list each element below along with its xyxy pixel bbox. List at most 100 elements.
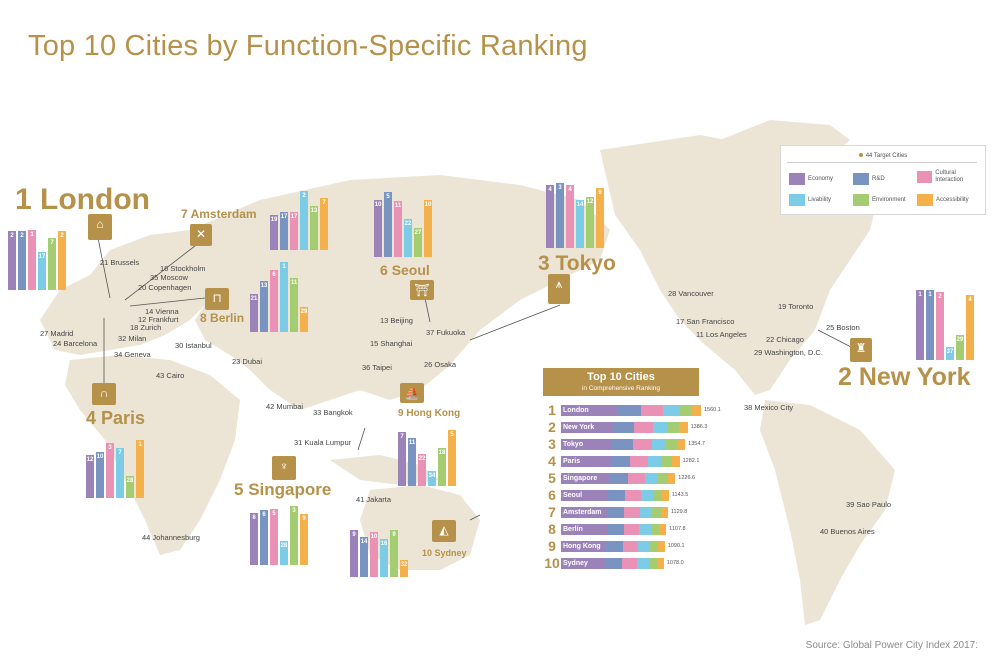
- bar-cultural: 1: [28, 230, 36, 290]
- city-label: 29 Washington, D.C.: [754, 348, 823, 357]
- ranking-bar-cultural: [623, 523, 639, 535]
- ranking-number: 7: [548, 504, 556, 520]
- bar-livability: 28: [280, 541, 288, 565]
- ranking-score: 1386.3: [690, 424, 708, 430]
- bar-cultural: 4: [566, 184, 574, 248]
- bar-rank-label: 10: [96, 453, 104, 460]
- ranking-bar-environment: [649, 540, 659, 552]
- bar-environment: 28: [126, 475, 134, 498]
- bar-rank-label: 19: [270, 216, 278, 223]
- city-heading-sydney: 10 Sydney: [422, 548, 467, 558]
- bar-rank-label: 6: [598, 189, 602, 196]
- bar-rd: 13: [260, 281, 268, 332]
- city-label: 26 Osaka: [424, 360, 457, 369]
- bar-rank-label: 12: [586, 199, 594, 205]
- bar-rank-label: 9: [302, 516, 306, 523]
- bar-environment: 3: [290, 505, 298, 565]
- bar-rank-label: 3: [292, 507, 296, 514]
- city-label: 41 Jakarta: [356, 495, 392, 504]
- ranking-bar-cultural: [628, 472, 646, 484]
- ranking-bar-livability: [638, 523, 651, 535]
- bar-rd: 5: [384, 191, 392, 257]
- city-label: 25 Boston: [826, 323, 860, 332]
- ranking-row: 6 Seoul 1143.5: [543, 487, 688, 503]
- ranking-bar-rd: [606, 523, 624, 535]
- bar-rank-label: 3: [108, 444, 112, 451]
- bars-tokyo: 4 3 4 14 12 6: [546, 180, 604, 248]
- ranking-bar-environment: [648, 557, 658, 569]
- bar-rank-label: 10: [374, 201, 382, 208]
- ranking-score: 1354.7: [688, 441, 705, 447]
- bar-cultural: 5: [270, 508, 278, 565]
- ranking-bar-economy: Paris: [561, 455, 611, 467]
- ranking-number: 4: [548, 453, 556, 469]
- city-label: 22 Chicago: [766, 335, 804, 344]
- ranking-bar-economy: Sydney: [561, 557, 606, 569]
- bar-rank-label: 3: [558, 185, 562, 192]
- bar-rank-label: 9: [352, 532, 356, 539]
- bar-rank-label: 7: [400, 434, 404, 441]
- ranking-bar-accessibility: [659, 523, 667, 535]
- bar-rank-label: 9: [392, 532, 396, 539]
- bar-cultural: 22: [418, 453, 426, 486]
- ranking-bar-rd: [605, 557, 623, 569]
- ranking-bar-economy: Tokyo: [561, 438, 613, 450]
- opera-house-icon: ◭: [432, 520, 456, 542]
- legend-item-economy: Economy: [789, 173, 833, 185]
- ranking-bar-rd: [607, 489, 625, 501]
- bar-livability: 14: [576, 200, 584, 248]
- bar-accessibility: 1: [136, 440, 144, 498]
- bar-accessibility: 5: [448, 429, 456, 486]
- bar-environment: 11: [290, 277, 298, 332]
- bar-rank-label: 4: [548, 186, 552, 193]
- bar-livability: 2: [300, 191, 308, 250]
- bar-rank-label: 5: [450, 431, 454, 438]
- bar-rd: 3: [556, 183, 564, 248]
- ranking-score: 1090.1: [667, 543, 685, 549]
- bar-rank-label: 11: [408, 440, 416, 447]
- bar-economy: 1: [916, 290, 924, 360]
- ranking-bar-economy: Berlin: [561, 523, 607, 535]
- bar-rank-label: 2: [10, 233, 14, 240]
- bar-accessibility: 2: [58, 231, 66, 290]
- bar-rank-label: 1: [918, 292, 922, 298]
- ranking-bar-livability: [662, 404, 680, 416]
- bar-environment: 18: [438, 447, 446, 486]
- legend: 44 Target Cities Economy R&D Cultural In…: [780, 145, 986, 215]
- ranking-row: 1 London 1560.1: [543, 402, 721, 418]
- ranking-bar-rd: [606, 540, 623, 552]
- ranking-bar-livability: [648, 455, 662, 467]
- ranking-bar-environment: [658, 472, 668, 484]
- bar-rank-label: 10: [424, 201, 432, 208]
- bar-rank-label: 37: [946, 349, 954, 356]
- city-heading-amsterdam: 7 Amsterdam: [181, 207, 257, 221]
- legend-item-rd: R&D: [853, 173, 885, 185]
- city-heading-berlin: 8 Berlin: [200, 311, 245, 325]
- ranking-bar-environment: [661, 455, 672, 467]
- page-title: Top 10 Cities by Function-Specific Ranki…: [28, 30, 588, 62]
- ranking-bar-livability: [640, 506, 653, 518]
- bar-livability: 7: [116, 447, 124, 498]
- bar-rd: 11: [408, 438, 416, 486]
- city-label: 42 Mumbai: [266, 402, 304, 411]
- ranking-bar-economy: New York: [561, 421, 613, 433]
- bar-rank-label: 1: [30, 232, 34, 238]
- tokyo-tower-icon: ⩚: [548, 274, 570, 304]
- legend-title: 44 Target Cities: [781, 153, 985, 159]
- bar-economy: 10: [374, 199, 382, 257]
- city-label: 43 Cairo: [156, 371, 185, 380]
- bar-cultural: 11: [394, 201, 402, 257]
- bar-accessibility: 10: [424, 199, 432, 257]
- ranking-bar-cultural: [622, 540, 638, 552]
- bar-economy: 2: [8, 231, 16, 290]
- ranking-bar-cultural: [624, 489, 641, 501]
- ranking-score: 1560.1: [703, 407, 721, 413]
- bar-rank-label: 2: [60, 233, 64, 240]
- ranking-bar-environment: [653, 489, 662, 501]
- ranking-bar-cultural: [630, 455, 649, 467]
- bar-accessibility: 7: [320, 198, 328, 250]
- city-label: 23 Dubai: [232, 357, 263, 366]
- ranking-bar-rd: [617, 404, 641, 416]
- comprehensive-ranking-header: Top 10 Cities in Comprehensive Ranking: [543, 368, 699, 396]
- bar-rank-label: 7: [322, 200, 326, 207]
